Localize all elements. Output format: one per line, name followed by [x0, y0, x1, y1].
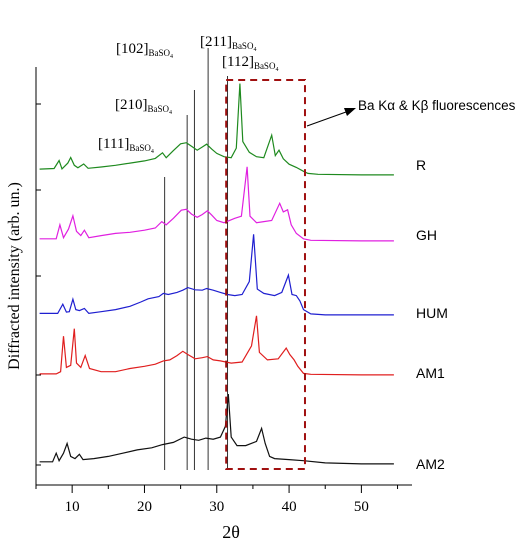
- x-axis-ticks: 10 20 30 40 50: [35, 485, 399, 515]
- reference-lines: [164, 48, 229, 470]
- series-line-r: [39, 83, 394, 176]
- axes: [35, 67, 412, 486]
- fluorescence-region-rect: [225, 79, 306, 470]
- reference-label-3: [102]BaSO4: [116, 41, 173, 60]
- data-series: [39, 83, 394, 465]
- series-label-hum: HUM: [416, 305, 448, 321]
- series-line-am1: [39, 315, 394, 376]
- y-axis-title: Diffracted intensity (arb. un.): [6, 182, 23, 370]
- series-line-gh: [39, 166, 394, 242]
- fluorescence-highlight-box: [225, 79, 306, 470]
- x-tick-label: 20: [137, 499, 152, 515]
- x-axis-title: 2θ: [222, 522, 240, 542]
- y-axis-ticks: [36, 103, 41, 466]
- series-labels: R GH HUM AM1 AM2: [416, 157, 448, 472]
- reference-label-5: [112]BaSO4: [222, 54, 278, 73]
- series-line-hum: [39, 234, 394, 316]
- x-tick-label: 10: [65, 499, 80, 515]
- x-tick-label: 50: [354, 499, 369, 515]
- annotation-arrowhead: [344, 108, 356, 116]
- series-label-am2: AM2: [416, 456, 445, 472]
- annotation-text: Ba Kα & Kβ fluorescences: [358, 98, 516, 113]
- series-line-am2: [39, 394, 394, 465]
- reference-label-2: [210]BaSO4: [115, 97, 172, 116]
- reference-labels: [111]BaSO4[210]BaSO4[102]BaSO4[211]BaSO4…: [98, 34, 278, 155]
- reference-label-1: [111]BaSO4: [98, 136, 154, 155]
- annotation-leader-line: [306, 111, 347, 127]
- x-tick-label: 40: [282, 499, 297, 515]
- series-label-gh: GH: [416, 227, 437, 243]
- series-label-r: R: [416, 157, 426, 173]
- series-label-am1: AM1: [416, 365, 445, 381]
- x-tick-label: 30: [209, 499, 224, 515]
- fluorescence-annotation: Ba Kα & Kβ fluorescences: [306, 98, 516, 127]
